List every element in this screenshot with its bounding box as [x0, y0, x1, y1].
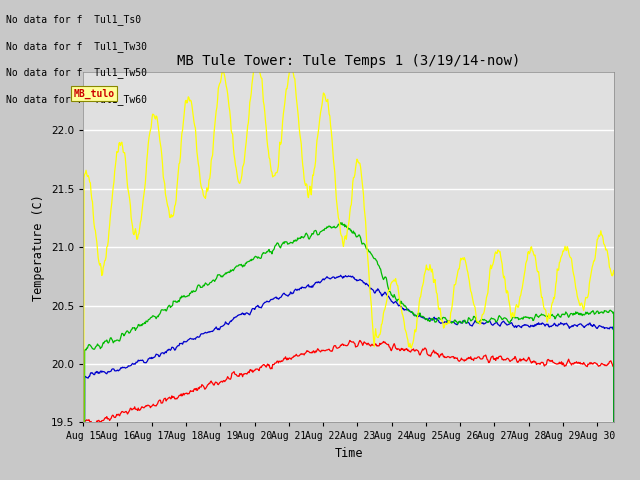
Tul1_Tw+10 — [327, 122, 335, 128]
Text: MB_tulo: MB_tulo — [74, 89, 115, 99]
Tul1_Ts-32 — [154, 401, 161, 407]
Tul1_Ts-8 — [154, 313, 161, 319]
Tul1_Ts-8 — [81, 347, 89, 352]
Tul1_Ts-32 — [474, 354, 482, 360]
Tul1_Ts-8 — [326, 224, 333, 229]
Tul1_Ts-8 — [461, 317, 469, 323]
Tul1_Tw+10 — [307, 187, 314, 192]
Y-axis label: Temperature (C): Temperature (C) — [33, 194, 45, 300]
Tul1_Ts-16 — [474, 320, 482, 325]
Text: No data for f  Tul1_Ts0: No data for f Tul1_Ts0 — [6, 14, 141, 25]
Tul1_Ts-8 — [474, 320, 482, 325]
Tul1_Ts-16 — [461, 319, 469, 324]
Tul1_Tw+10 — [253, 58, 260, 64]
Tul1_Ts-32 — [306, 350, 314, 356]
Tul1_Ts-8 — [337, 220, 344, 226]
Tul1_Ts-16 — [326, 276, 333, 282]
Text: No data for f  Tul1_Tw50: No data for f Tul1_Tw50 — [6, 67, 147, 78]
X-axis label: Time: Time — [335, 447, 363, 460]
Line: Tul1_Ts-16: Tul1_Ts-16 — [83, 275, 614, 480]
Text: No data for f  Tul1_Tw30: No data for f Tul1_Tw30 — [6, 41, 147, 52]
Title: MB Tule Tower: Tule Temps 1 (3/19/14-now): MB Tule Tower: Tule Temps 1 (3/19/14-now… — [177, 54, 520, 68]
Text: No data for f  Tul1_Tw60: No data for f Tul1_Tw60 — [6, 94, 147, 105]
Tul1_Tw+10 — [154, 118, 161, 124]
Tul1_Ts-16 — [306, 283, 314, 289]
Tul1_Ts-32 — [81, 418, 89, 423]
Tul1_Tw+10 — [474, 319, 482, 325]
Tul1_Ts-32 — [326, 348, 333, 353]
Line: Tul1_Ts-32: Tul1_Ts-32 — [83, 340, 614, 480]
Tul1_Tw+10 — [81, 170, 89, 176]
Tul1_Tw+10 — [611, 272, 618, 278]
Line: Tul1_Tw+10: Tul1_Tw+10 — [83, 61, 614, 480]
Tul1_Ts-32 — [461, 357, 469, 362]
Tul1_Ts-8 — [306, 235, 314, 241]
Line: Tul1_Ts-8: Tul1_Ts-8 — [83, 223, 614, 480]
Tul1_Ts-32 — [346, 337, 354, 343]
Tul1_Ts-16 — [337, 272, 344, 278]
Tul1_Ts-16 — [154, 352, 161, 358]
Tul1_Ts-16 — [81, 374, 89, 380]
Tul1_Tw+10 — [461, 257, 469, 263]
